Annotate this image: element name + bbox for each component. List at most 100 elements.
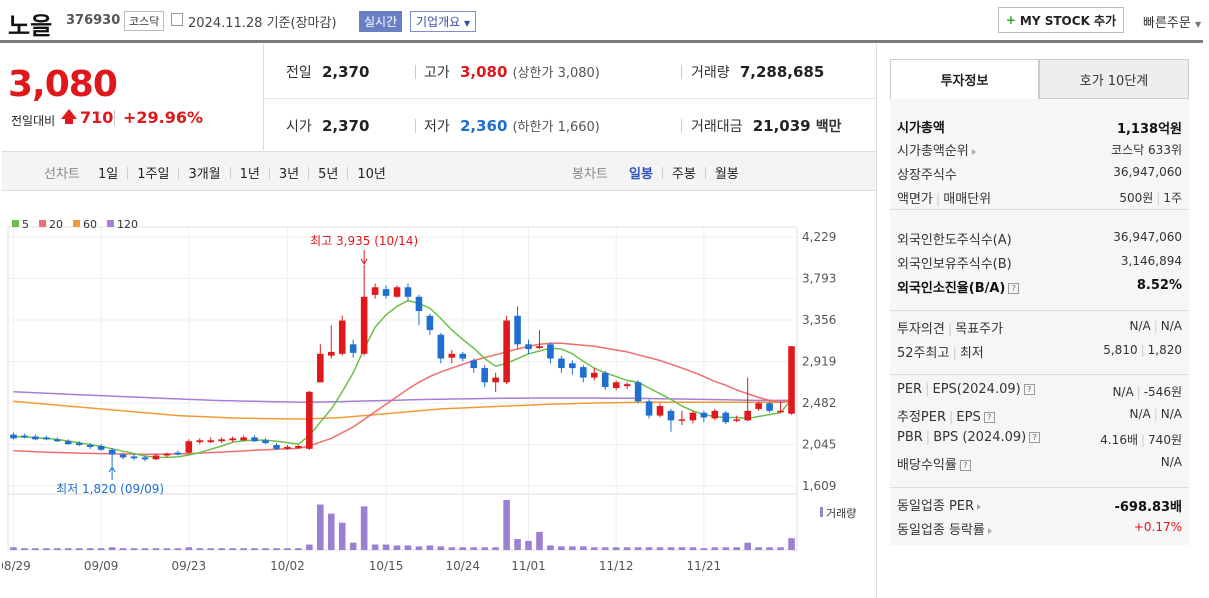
company-overview-dropdown[interactable]: 기업개요 ▼ [410,11,477,32]
opinion-label: 투자의견 [897,322,945,337]
period-3m[interactable]: 3개월 [188,167,221,182]
info-label-sector-per-label[interactable]: 동일업종 PER [897,495,982,514]
volume-bar [492,547,499,550]
date-suffix: 기준(장마감) [266,16,337,31]
volume-bar [634,547,642,550]
pipe-divider: | [947,322,953,337]
candle-body [503,320,510,383]
candle-body [43,437,50,440]
help-icon[interactable]: ? [1029,432,1041,443]
candle-body [240,437,247,441]
volume-bar [788,538,795,550]
candle-daily[interactable]: 일봉 [629,167,653,182]
foreign-ratio: 8.52% [1136,278,1182,293]
legend-label: 20 [49,218,63,231]
annotation-high: 최고 3,935 (10/14) [310,234,418,248]
period-10y[interactable]: 10년 [357,167,386,182]
realtime-button[interactable]: 실시간 [359,11,403,32]
ma5-line [13,299,793,459]
info-label-foreign-ratio-label[interactable]: 외국인소진율(B/A)? [897,277,1020,296]
price-chart[interactable]: 4,229 3,793 3,356 2,919 2,482 2,045 1,609 08/29… [2,210,874,598]
upper-limit: (상한가 3,080) [512,66,600,81]
candle-body [601,372,609,388]
volume-bar [295,548,302,550]
candle-monthly[interactable]: 월봉 [714,167,739,182]
pipe-divider: | [935,192,941,207]
info-value-sector-per: -698.83배 [1114,496,1182,515]
period-1d[interactable]: 1일 [98,167,119,182]
candle-body [382,289,390,296]
divider [661,166,663,179]
base-date: 2024.11.28 기준(장마감) [188,12,337,31]
candle-body [525,344,532,350]
info-value-listed-shares: 36,947,060 [1113,165,1182,179]
w52-high: 5,810 [1103,343,1138,357]
candle-body [689,412,697,421]
volume-bar [97,548,105,550]
volume-bar [262,548,269,550]
help-icon[interactable]: ? [1008,283,1020,294]
info-label-market-cap-rank-label[interactable]: 시가총액순위 [897,140,976,159]
volume-bar [306,544,313,550]
x-tick-label: 11/12 [599,559,634,573]
info-value-sector-rate: +0.17% [1134,520,1182,534]
sector-rate: +0.17% [1133,520,1182,534]
stock-code: 376930 [66,13,121,28]
help-icon[interactable]: ? [983,412,995,423]
foreign-ratio-label: 외국인소진율(B/A) [897,281,1006,296]
help-icon[interactable]: ? [1023,384,1035,395]
quick-order-link[interactable]: 빠른주문 ▼ [1143,12,1201,31]
invest-info-panel [890,99,1189,545]
candle-body [317,353,324,383]
y-tick-label: 1,609 [802,479,836,493]
candle-body [338,320,346,354]
candle-weekly[interactable]: 주봉 [671,167,696,182]
x-tick-label: 09/09 [84,559,119,573]
legend-label: 60 [83,218,97,231]
quote-row-divider [263,98,877,99]
volume-bar [481,547,488,550]
tab-order-book[interactable]: 호가 10단계 [1039,59,1189,99]
my-stock-add-button[interactable]: + MY STOCK 추가 [998,7,1124,33]
y-tick-label: 2,045 [802,438,836,452]
volume-bar [755,547,762,550]
volume-value: 7,288,685 [739,63,825,81]
volume-bar [163,548,171,550]
sector-per: -698.83배 [1114,500,1182,515]
period-links: 1일 1주일 3개월 1년 3년 5년 10년 [98,163,386,182]
candle-body [744,410,751,421]
info-label-dividend-label[interactable]: 배당수익률? [897,454,971,473]
volume-bar [590,547,598,550]
candle-chart-label: 봉차트 [572,167,608,182]
pipe-divider: | [952,346,957,361]
annotation-low-arrowhead [108,465,116,473]
market-cap-label: 시가총액 [897,121,945,136]
price-change-pct: +29.96% [123,108,204,127]
period-3y[interactable]: 3년 [278,167,300,182]
info-value-pbr: 4.16배 | 740원 [1100,431,1182,448]
y-tick-label: 2,919 [802,355,836,369]
help-icon[interactable]: ? [959,460,971,471]
change-divider [114,110,115,126]
volume-bar [218,548,225,550]
period-1y[interactable]: 1년 [239,167,260,182]
volume-bar [338,522,346,550]
est-per-label: 추정PER [897,410,947,425]
period-5y[interactable]: 5년 [318,167,339,182]
volume-bar [601,547,609,550]
date-value: 2024.11.28 [188,16,263,31]
info-label-sector-rate-label[interactable]: 동일업종 등락률 [897,519,992,538]
pipe-divider: | [925,382,930,397]
ma60-line [13,400,792,420]
info-value-face: 500원 | 1주 [1119,189,1182,206]
candle-body [678,419,686,421]
low-label: 저가 [424,119,450,135]
my-stock-label: MY STOCK 추가 [1019,13,1117,28]
header-divider [0,40,1203,43]
tab-invest-info[interactable]: 투자정보 [890,59,1039,99]
volume-bar [558,546,565,550]
candle-body [437,334,445,359]
period-1w[interactable]: 1주일 [137,167,170,182]
volume-bar [141,548,149,550]
listed-shares-label: 상장주식수 [897,168,957,183]
